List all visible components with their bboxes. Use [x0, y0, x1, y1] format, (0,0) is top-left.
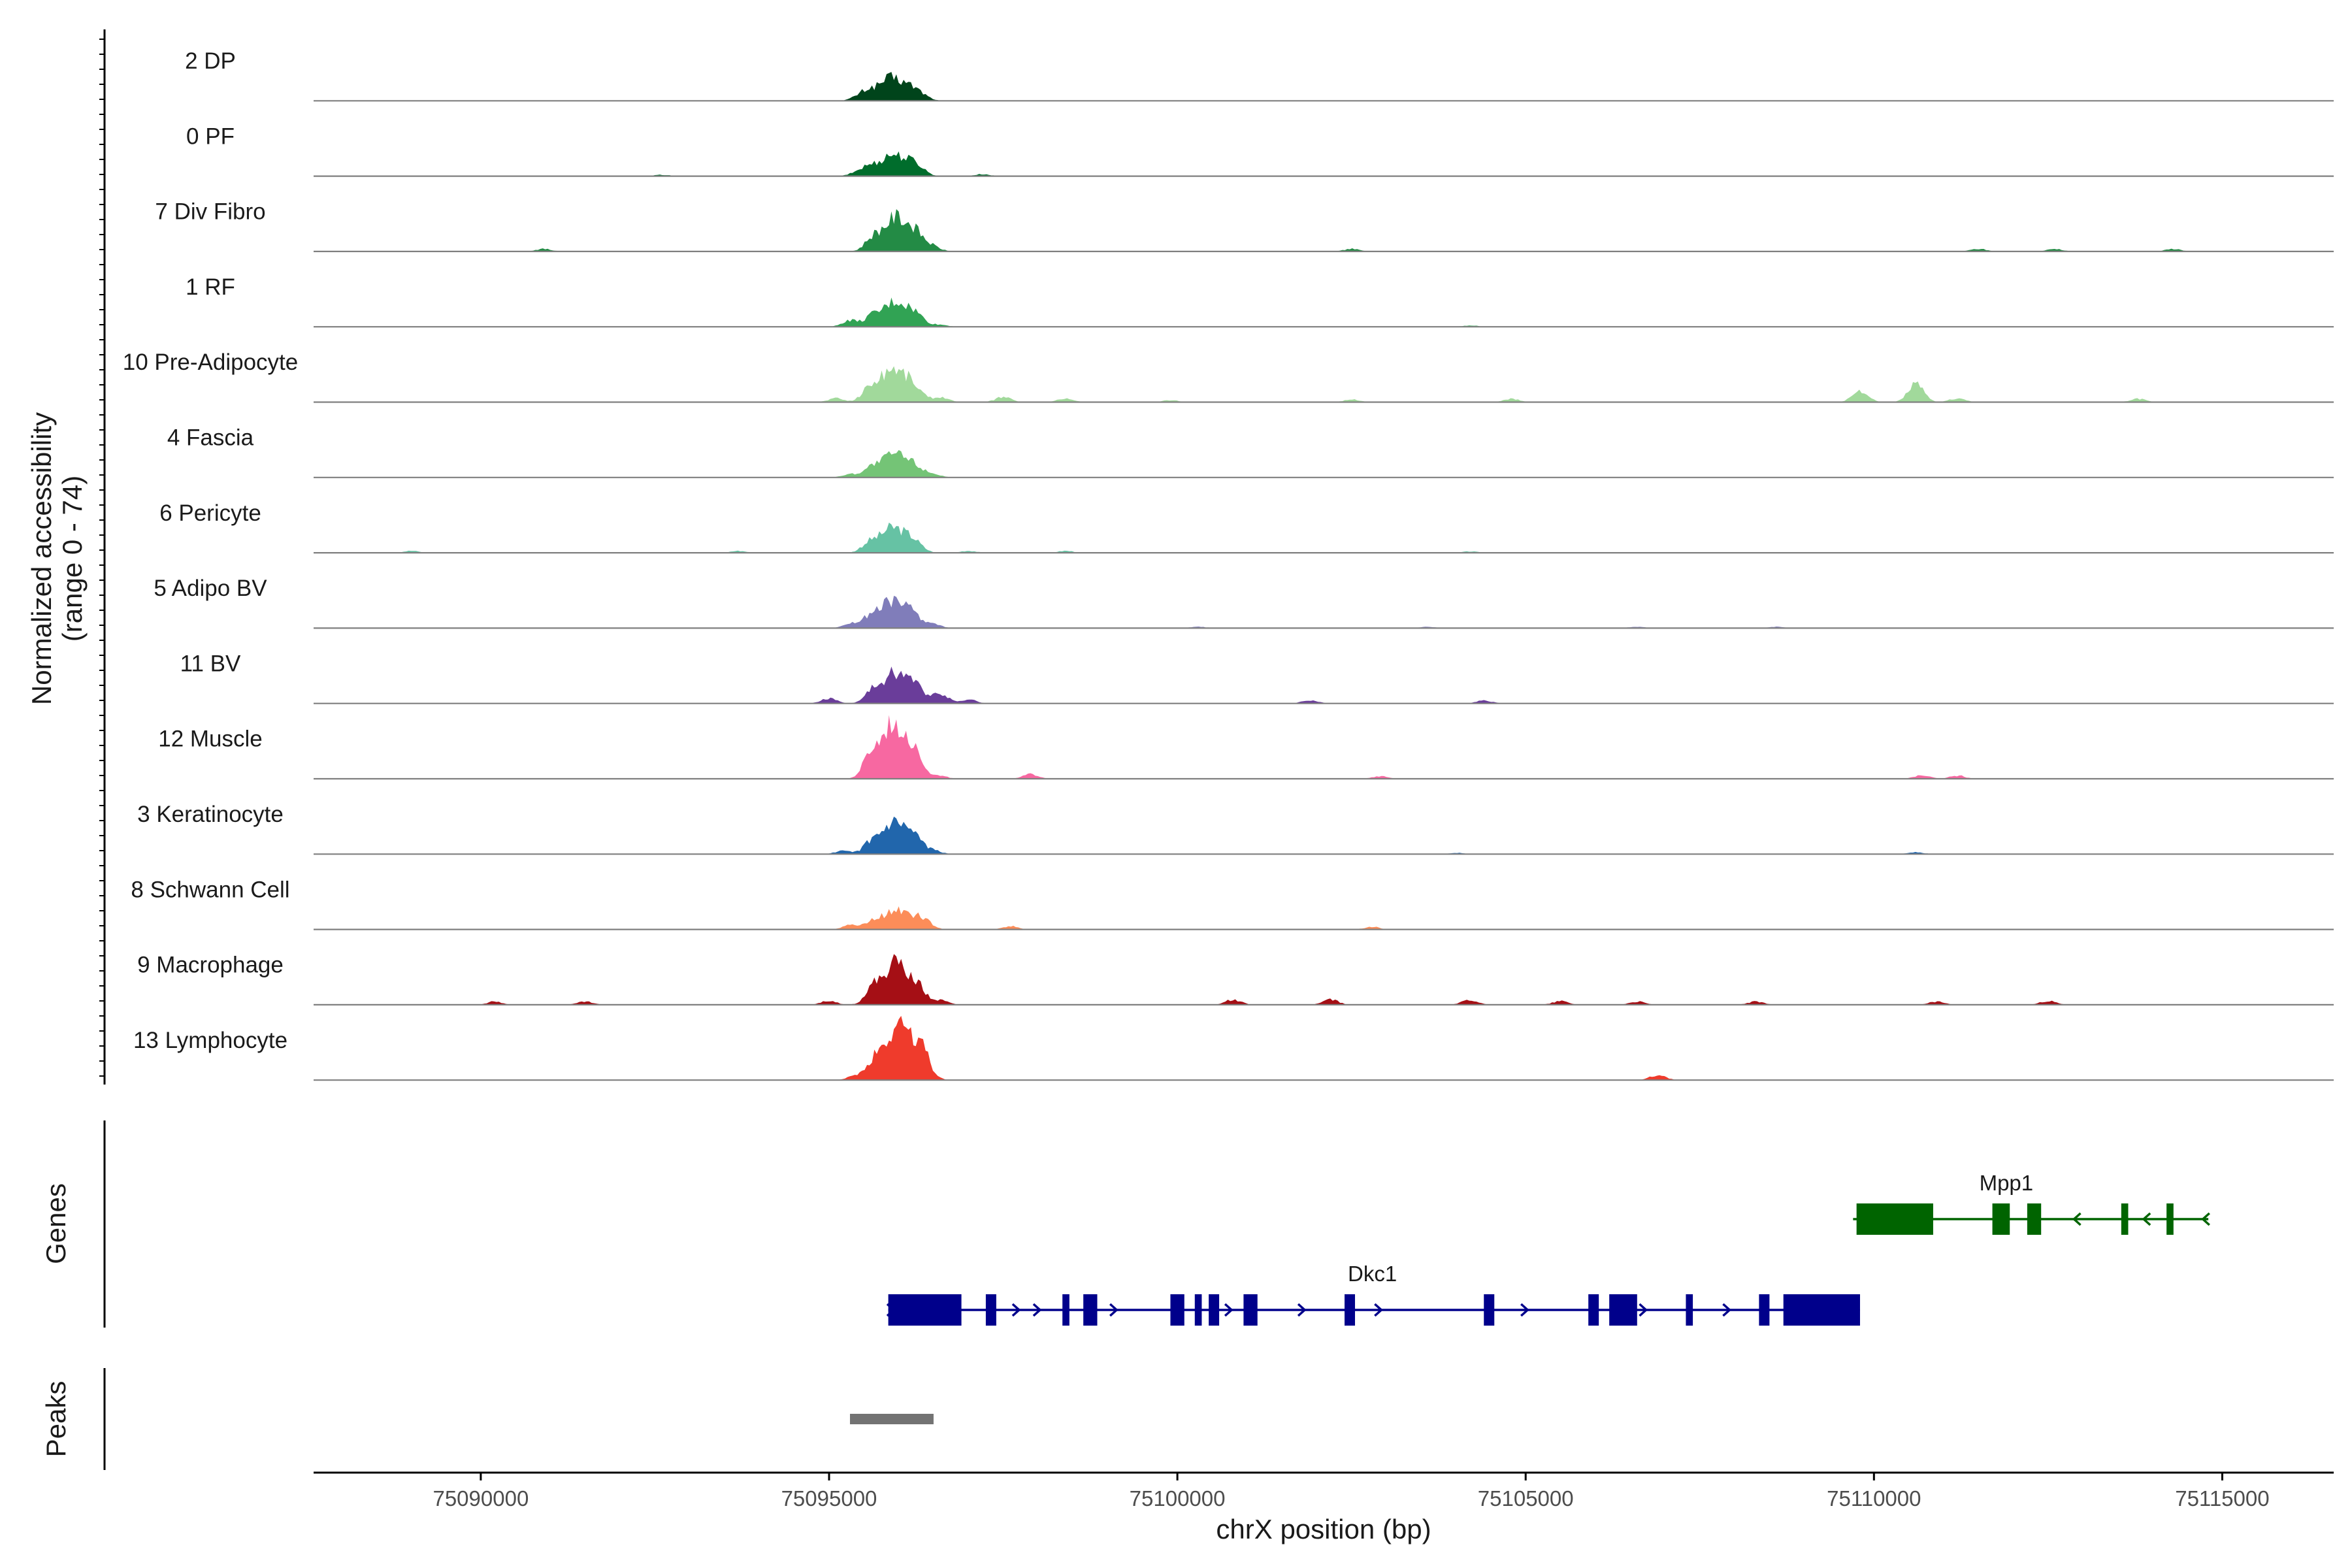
x-axis-title: chrX position (bp) — [1216, 1514, 1431, 1544]
coverage-area — [314, 449, 2334, 478]
track-label: 11 BV — [180, 651, 241, 676]
strand-arrow-icon — [1297, 1303, 1307, 1317]
peak-bar — [849, 1414, 934, 1424]
track-label: 13 Lymphocyte — [133, 1028, 287, 1053]
track-label: 2 DP — [185, 48, 236, 74]
coverage-track: 7 Div Fibro — [155, 199, 2334, 252]
gene-label: Mpp1 — [1980, 1171, 2034, 1195]
peak-track — [849, 1414, 934, 1424]
strand-arrow-icon — [1374, 1303, 1383, 1317]
strand-arrow-icon — [1109, 1303, 1119, 1317]
coverage-area — [314, 209, 2334, 252]
coverage-track: 10 Pre-Adipocyte — [123, 350, 2334, 403]
gene-exon — [888, 1294, 962, 1326]
gene-track: Dkc1 Mpp1 — [886, 1171, 2210, 1326]
gene-exon — [1759, 1294, 1770, 1326]
gene-exon — [1194, 1294, 1202, 1326]
track-label: 8 Schwann Cell — [131, 877, 289, 902]
track-label: 10 Pre-Adipocyte — [123, 350, 298, 375]
coverage-area — [314, 72, 2334, 101]
coverage-track: 13 Lymphocyte — [133, 1015, 2334, 1081]
strand-arrow-icon — [1011, 1303, 1021, 1317]
coverage-tracks: 2 DP 0 PF 7 Div Fibro 1 RF 10 Pre-Adipocyte 4… — [123, 48, 2334, 1081]
coverage-area — [314, 1015, 2334, 1081]
coverage-track: 1 RF — [186, 274, 2334, 328]
coverage-area — [314, 954, 2334, 1005]
track-label: 6 Pericyte — [159, 500, 261, 526]
coverage-track: 12 Muscle — [158, 715, 2334, 780]
gene-exon — [1609, 1294, 1637, 1326]
gene-exon — [2121, 1203, 2129, 1235]
coverage-area — [314, 297, 2334, 327]
coverage-area — [314, 366, 2334, 402]
strand-arrow-icon — [2201, 1212, 2210, 1226]
coverage-track: 8 Schwann Cell — [131, 877, 2334, 930]
strand-arrow-icon — [2142, 1212, 2151, 1226]
gene-exon — [2027, 1203, 2042, 1235]
gene-exon — [1209, 1294, 1220, 1326]
coverage-track: 0 PF — [186, 123, 2334, 177]
coverage-track: 3 Keratinocyte — [137, 802, 2334, 855]
strand-arrow-icon — [1032, 1303, 1042, 1317]
gene-label: Dkc1 — [1348, 1262, 1397, 1286]
gene-exon — [2166, 1203, 2174, 1235]
coverage-area — [314, 906, 2334, 930]
x-tick-label: 75100000 — [1130, 1486, 1226, 1511]
x-tick-label: 75110000 — [1827, 1486, 1921, 1511]
coverage-area — [314, 595, 2334, 629]
coverage-y-ticks — [99, 39, 105, 1077]
gene-exon — [1344, 1294, 1355, 1326]
coverage-track: 6 Pericyte — [159, 500, 2334, 554]
gene-exon — [985, 1294, 996, 1326]
x-axis-ticks: 75090000 75095000 75100000 75105000 75110000… — [433, 1473, 2270, 1511]
y-axis-subtitle: (range 0 - 74) — [57, 476, 88, 642]
gene-model: Mpp1 — [1853, 1171, 2210, 1235]
track-label: 0 PF — [186, 123, 235, 149]
gene-exon — [1062, 1294, 1070, 1326]
gene-exon — [1083, 1294, 1098, 1326]
gene-exon — [1170, 1294, 1184, 1326]
coverage-track: 4 Fascia — [167, 425, 2334, 478]
gene-exon — [1484, 1294, 1495, 1326]
coverage-track: 2 DP — [185, 48, 2334, 102]
track-label: 9 Macrophage — [137, 953, 284, 978]
track-label: 12 Muscle — [158, 727, 263, 752]
gene-exon — [1243, 1294, 1258, 1326]
coverage-area — [314, 816, 2334, 855]
coverage-track: 11 BV — [180, 651, 2334, 704]
strand-arrow-icon — [1722, 1303, 1732, 1317]
coverage-area — [314, 666, 2334, 704]
strand-arrow-icon — [1639, 1303, 1648, 1317]
strand-arrow-icon — [1520, 1303, 1529, 1317]
gene-exon — [1783, 1294, 1860, 1326]
peaks-track-title: Peaks — [41, 1381, 71, 1458]
x-tick-label: 75115000 — [2175, 1486, 2269, 1511]
coverage-area — [314, 715, 2334, 779]
strand-arrow-icon — [1224, 1303, 1233, 1317]
track-label: 7 Div Fibro — [155, 199, 265, 225]
x-tick-label: 75090000 — [433, 1486, 529, 1511]
x-tick-label: 75095000 — [781, 1486, 877, 1511]
track-label: 3 Keratinocyte — [137, 802, 284, 827]
gene-exon — [1856, 1203, 1933, 1235]
gene-model: Dkc1 — [886, 1262, 1860, 1326]
track-label: 1 RF — [186, 274, 235, 300]
strand-arrow-icon — [886, 1303, 896, 1317]
x-tick-label: 75105000 — [1478, 1486, 1574, 1511]
track-label: 4 Fascia — [167, 425, 254, 451]
coverage-area — [314, 522, 2334, 553]
gene-exon — [1588, 1294, 1599, 1326]
coverage-track: 9 Macrophage — [137, 953, 2334, 1006]
gene-exon — [1992, 1203, 2010, 1235]
gene-exon — [1686, 1294, 1693, 1326]
y-axis-title: Normalized accessibility — [26, 412, 57, 705]
track-label: 5 Adipo BV — [154, 576, 267, 601]
strand-arrow-icon — [2072, 1212, 2082, 1226]
coverage-track: 5 Adipo BV — [154, 576, 2334, 629]
coverage-area — [314, 151, 2334, 176]
genes-track-title: Genes — [41, 1183, 71, 1264]
